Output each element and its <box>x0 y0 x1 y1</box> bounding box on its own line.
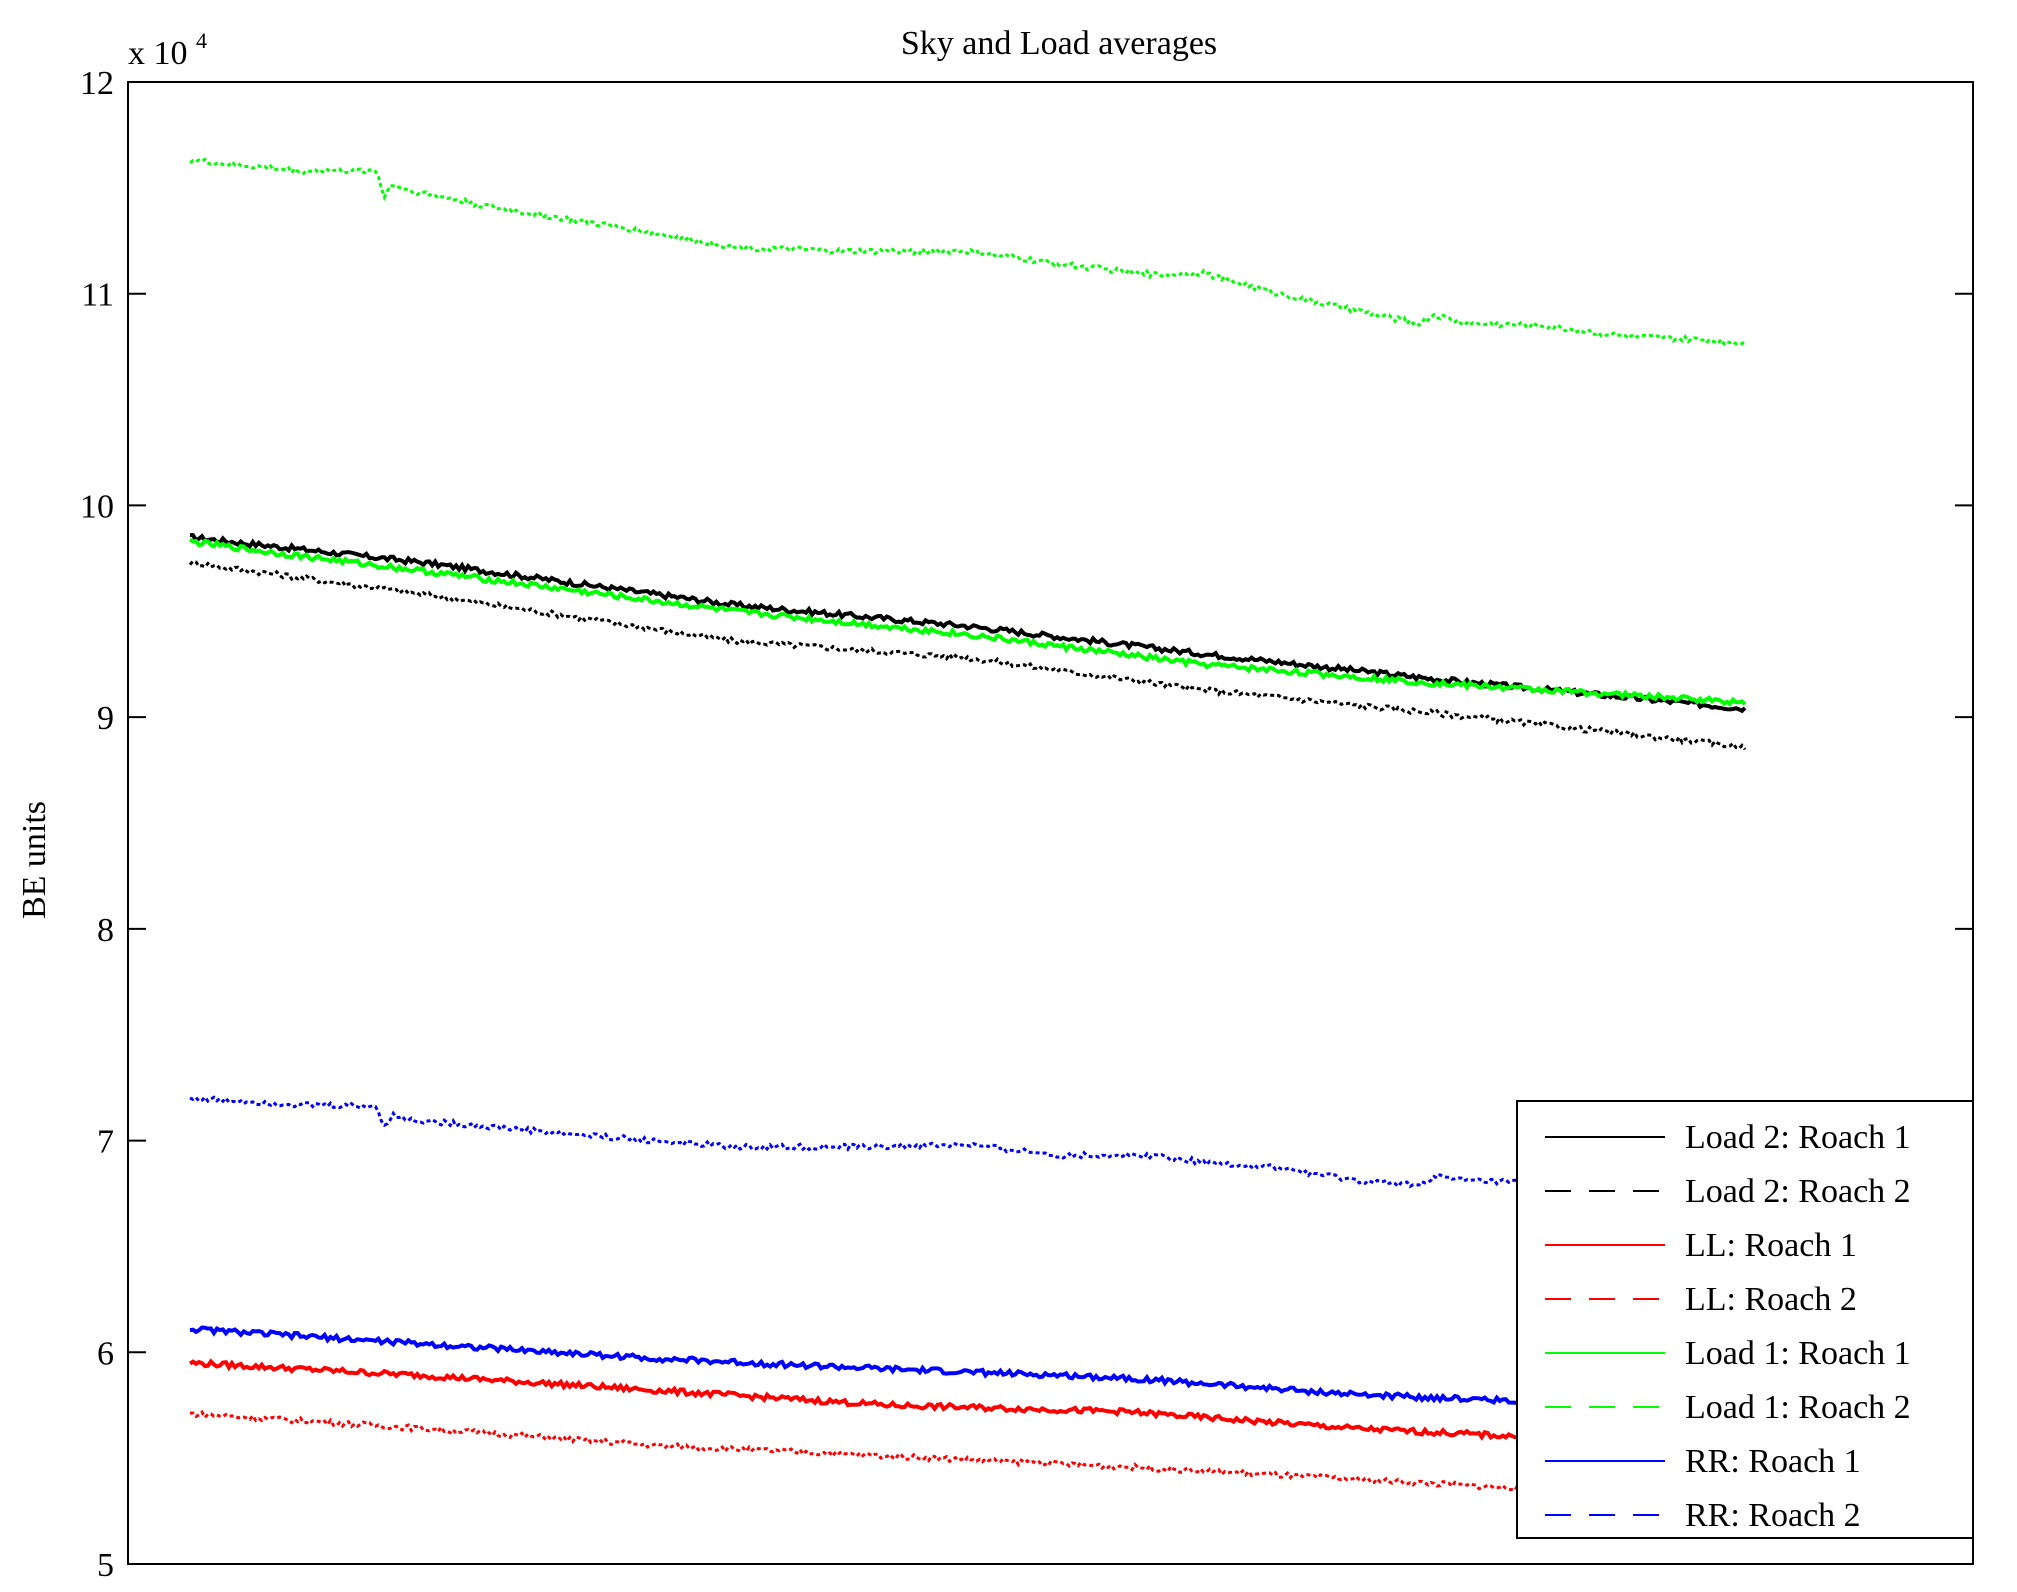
plot-frame <box>127 81 1974 1565</box>
series-line-load-1-roach-2 <box>189 157 1746 347</box>
y-tick-label: 12 <box>80 65 114 102</box>
chart-title: Sky and Load averages <box>901 25 1217 62</box>
y-tick-label: 10 <box>80 488 114 525</box>
legend-label: Load 2: Roach 2 <box>1685 1173 1911 1210</box>
y-tick-label: 9 <box>97 700 114 737</box>
series-line-rr-roach-1 <box>189 1325 1746 1416</box>
y-tick-label: 6 <box>97 1335 114 1372</box>
series-line-rr-roach-2 <box>189 1094 1746 1194</box>
series-line-load-1-roach-1 <box>188 537 1747 707</box>
series-line-ll-roach-2 <box>189 1409 1746 1504</box>
y-axis-label: BE units <box>16 801 53 919</box>
y-tick-label: 11 <box>81 277 114 314</box>
legend-label: Load 2: Roach 1 <box>1685 1119 1911 1156</box>
y-axis-multiplier-exponent: 4 <box>196 28 207 53</box>
legend-label: Load 1: Roach 1 <box>1685 1335 1911 1372</box>
legend-label: Load 1: Roach 2 <box>1685 1389 1911 1426</box>
y-tick-label: 7 <box>97 1124 114 1161</box>
legend-box <box>1516 1100 1974 1539</box>
series-line-ll-roach-1 <box>188 1358 1746 1452</box>
legend-label: LL: Roach 1 <box>1685 1227 1857 1264</box>
legend-label: RR: Roach 1 <box>1685 1443 1861 1480</box>
y-axis-multiplier-base: x 10 <box>128 35 188 72</box>
series-line-load-2-roach-2 <box>188 559 1747 751</box>
legend-label: RR: Roach 2 <box>1685 1497 1861 1534</box>
legend-label: LL: Roach 2 <box>1685 1281 1857 1318</box>
y-tick-label: 5 <box>97 1547 114 1584</box>
y-axis-ticks: 5 6 7 8 9 10 11 12 <box>80 65 1973 1584</box>
y-tick-label: 8 <box>97 912 114 949</box>
legend: Load 2: Roach 1 Load 2: Roach 2 LL: Roach … <box>1516 1100 1974 1539</box>
series-layer <box>188 157 1747 1504</box>
y-axis-multiplier: x 10 4 <box>128 28 207 72</box>
